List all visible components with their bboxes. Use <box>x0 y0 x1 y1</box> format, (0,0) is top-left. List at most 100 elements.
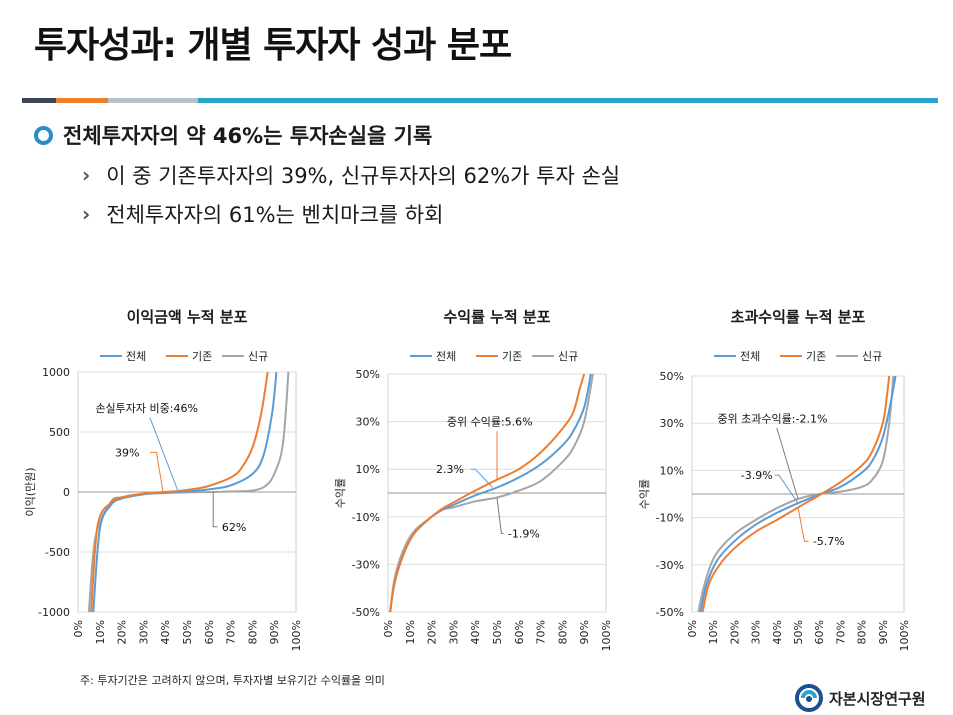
chart-return: 수익률 누적 분포 전체 기존 신규 50% 30% 10% -10% -30% -50% 0% 10… <box>334 300 638 660</box>
y-tick-label: 30% <box>356 416 380 429</box>
bullet-main: 전체투자자의 약 46%는 투자손실을 기록 <box>34 120 432 150</box>
x-tick-label: 20% <box>116 620 129 644</box>
x-tick-label: 60% <box>813 620 826 644</box>
legend-label: 신규 <box>248 350 268 363</box>
footnote: 주: 투자기간은 고려하지 않으며, 투자자별 보유기간 수익률을 의미 <box>80 674 385 687</box>
series-line-신규 <box>697 376 895 612</box>
series-line-신규 <box>389 374 594 612</box>
annotation-leader <box>797 507 809 542</box>
bullet-sub-2: › 전체투자자의 61%는 벤치마크를 하회 <box>82 199 443 229</box>
series-line-기존 <box>701 376 891 612</box>
series-group <box>389 374 594 612</box>
y-tick-label: 1000 <box>42 366 70 379</box>
series-line-기존 <box>389 374 586 612</box>
chart-title: 수익률 누적 분포 <box>443 308 550 326</box>
x-tick-label: 90% <box>268 620 281 644</box>
y-axis-label: 수익률 <box>638 479 651 509</box>
legend-label: 전체 <box>126 350 146 363</box>
x-tick-label: 50% <box>491 620 504 644</box>
annotation-leader <box>496 497 504 534</box>
y-tick-label: -500 <box>45 546 70 559</box>
annotation-leader <box>776 427 799 500</box>
y-tick-label: 50% <box>356 368 380 381</box>
y-axis-label: 수익률 <box>334 478 347 508</box>
x-tick-label: 10% <box>707 620 720 644</box>
legend-label: 전체 <box>740 350 760 363</box>
annotation-label: 중위 초과수익률:-2.1% <box>717 412 827 425</box>
title-rule-segment-4 <box>198 98 938 103</box>
x-tick-label: 40% <box>469 620 482 644</box>
chart-profit-amount: 이익금액 누적 분포 전체 기존 신규 1000 500 0 -500 -1000 0% 10% 20… <box>24 300 328 660</box>
x-tick-label: 80% <box>856 620 869 644</box>
chart-title: 초과수익률 누적 분포 <box>731 308 866 326</box>
ring-bullet-icon <box>34 125 53 145</box>
y-tick-label: 10% <box>660 464 684 477</box>
x-tick-label: 30% <box>750 620 763 644</box>
title-rule-segment-1 <box>22 98 56 103</box>
x-tick-label: 100% <box>290 620 303 651</box>
series-group <box>697 376 897 612</box>
x-tick-label: 40% <box>771 620 784 644</box>
annotation-label: 39% <box>115 446 139 459</box>
annotation-leader <box>149 451 164 493</box>
y-tick-label: 0 <box>63 486 70 499</box>
y-axis-label: 이익(만원) <box>24 467 37 516</box>
annotation-label: 62% <box>222 521 246 534</box>
x-tick-label: 0% <box>382 620 395 637</box>
bullet-sub-1-text: 이 중 기존투자자의 39%, 신규투자자의 62%가 투자 손실 <box>106 164 621 188</box>
series-line-전체 <box>699 376 897 612</box>
y-tick-label: -30% <box>656 559 684 572</box>
y-tick-label: -10% <box>352 511 380 524</box>
chevron-right-icon: › <box>82 202 91 226</box>
x-tick-label: 60% <box>203 620 216 644</box>
logo: 자본시장연구원 <box>795 684 926 712</box>
annotation-label: 손실투자자 비중:46% <box>95 402 198 415</box>
x-tick-label: 80% <box>556 620 569 644</box>
chevron-right-icon: › <box>82 163 91 187</box>
swirl-logo-icon <box>795 684 823 712</box>
x-tick-label: 50% <box>792 620 805 644</box>
series-line-전체 <box>92 372 278 612</box>
x-tick-label: 90% <box>578 620 591 644</box>
x-tick-label: 100% <box>898 620 911 651</box>
legend-label: 기존 <box>192 350 212 363</box>
annotation-label: -3.9% <box>741 469 773 482</box>
y-tick-label: 500 <box>49 426 70 439</box>
x-tick-label: 30% <box>137 620 150 644</box>
chart-title: 이익금액 누적 분포 <box>127 308 248 326</box>
legend-label: 신규 <box>558 350 578 363</box>
x-tick-label: 0% <box>72 620 85 637</box>
bullet-main-text: 전체투자자의 약 46%는 투자손실을 기록 <box>63 124 433 148</box>
y-tick-label: 50% <box>660 370 684 383</box>
legend-label: 전체 <box>436 350 456 363</box>
annotation-leader <box>470 468 493 488</box>
y-tick-label: 30% <box>660 417 684 430</box>
annotation-label: 2.3% <box>436 463 464 476</box>
y-tick-label: 10% <box>356 463 380 476</box>
x-tick-label: 70% <box>834 620 847 644</box>
x-tick-label: 70% <box>225 620 238 644</box>
y-tick-label: -10% <box>656 512 684 525</box>
x-tick-label: 80% <box>246 620 259 644</box>
x-tick-label: 60% <box>513 620 526 644</box>
legend-label: 기존 <box>502 350 522 363</box>
y-tick-label: -1000 <box>38 606 70 619</box>
x-tick-label: 40% <box>159 620 172 644</box>
x-tick-label: 30% <box>447 620 460 644</box>
annotation-leader <box>149 417 179 493</box>
page-title: 투자성과: 개별 투자자 성과 분포 <box>34 25 512 66</box>
series-line-기존 <box>90 372 269 612</box>
annotation-leader <box>212 492 218 528</box>
x-tick-label: 10% <box>404 620 417 644</box>
legend-label: 기존 <box>806 350 826 363</box>
x-tick-label: 0% <box>686 620 699 637</box>
x-tick-label: 20% <box>728 620 741 644</box>
bullet-sub-1: › 이 중 기존투자자의 39%, 신규투자자의 62%가 투자 손실 <box>82 160 620 190</box>
y-tick-label: -30% <box>352 558 380 571</box>
x-tick-label: 50% <box>181 620 194 644</box>
annotation-label: -5.7% <box>813 535 845 548</box>
annotation-label: 중위 수익률:5.6% <box>447 416 533 429</box>
